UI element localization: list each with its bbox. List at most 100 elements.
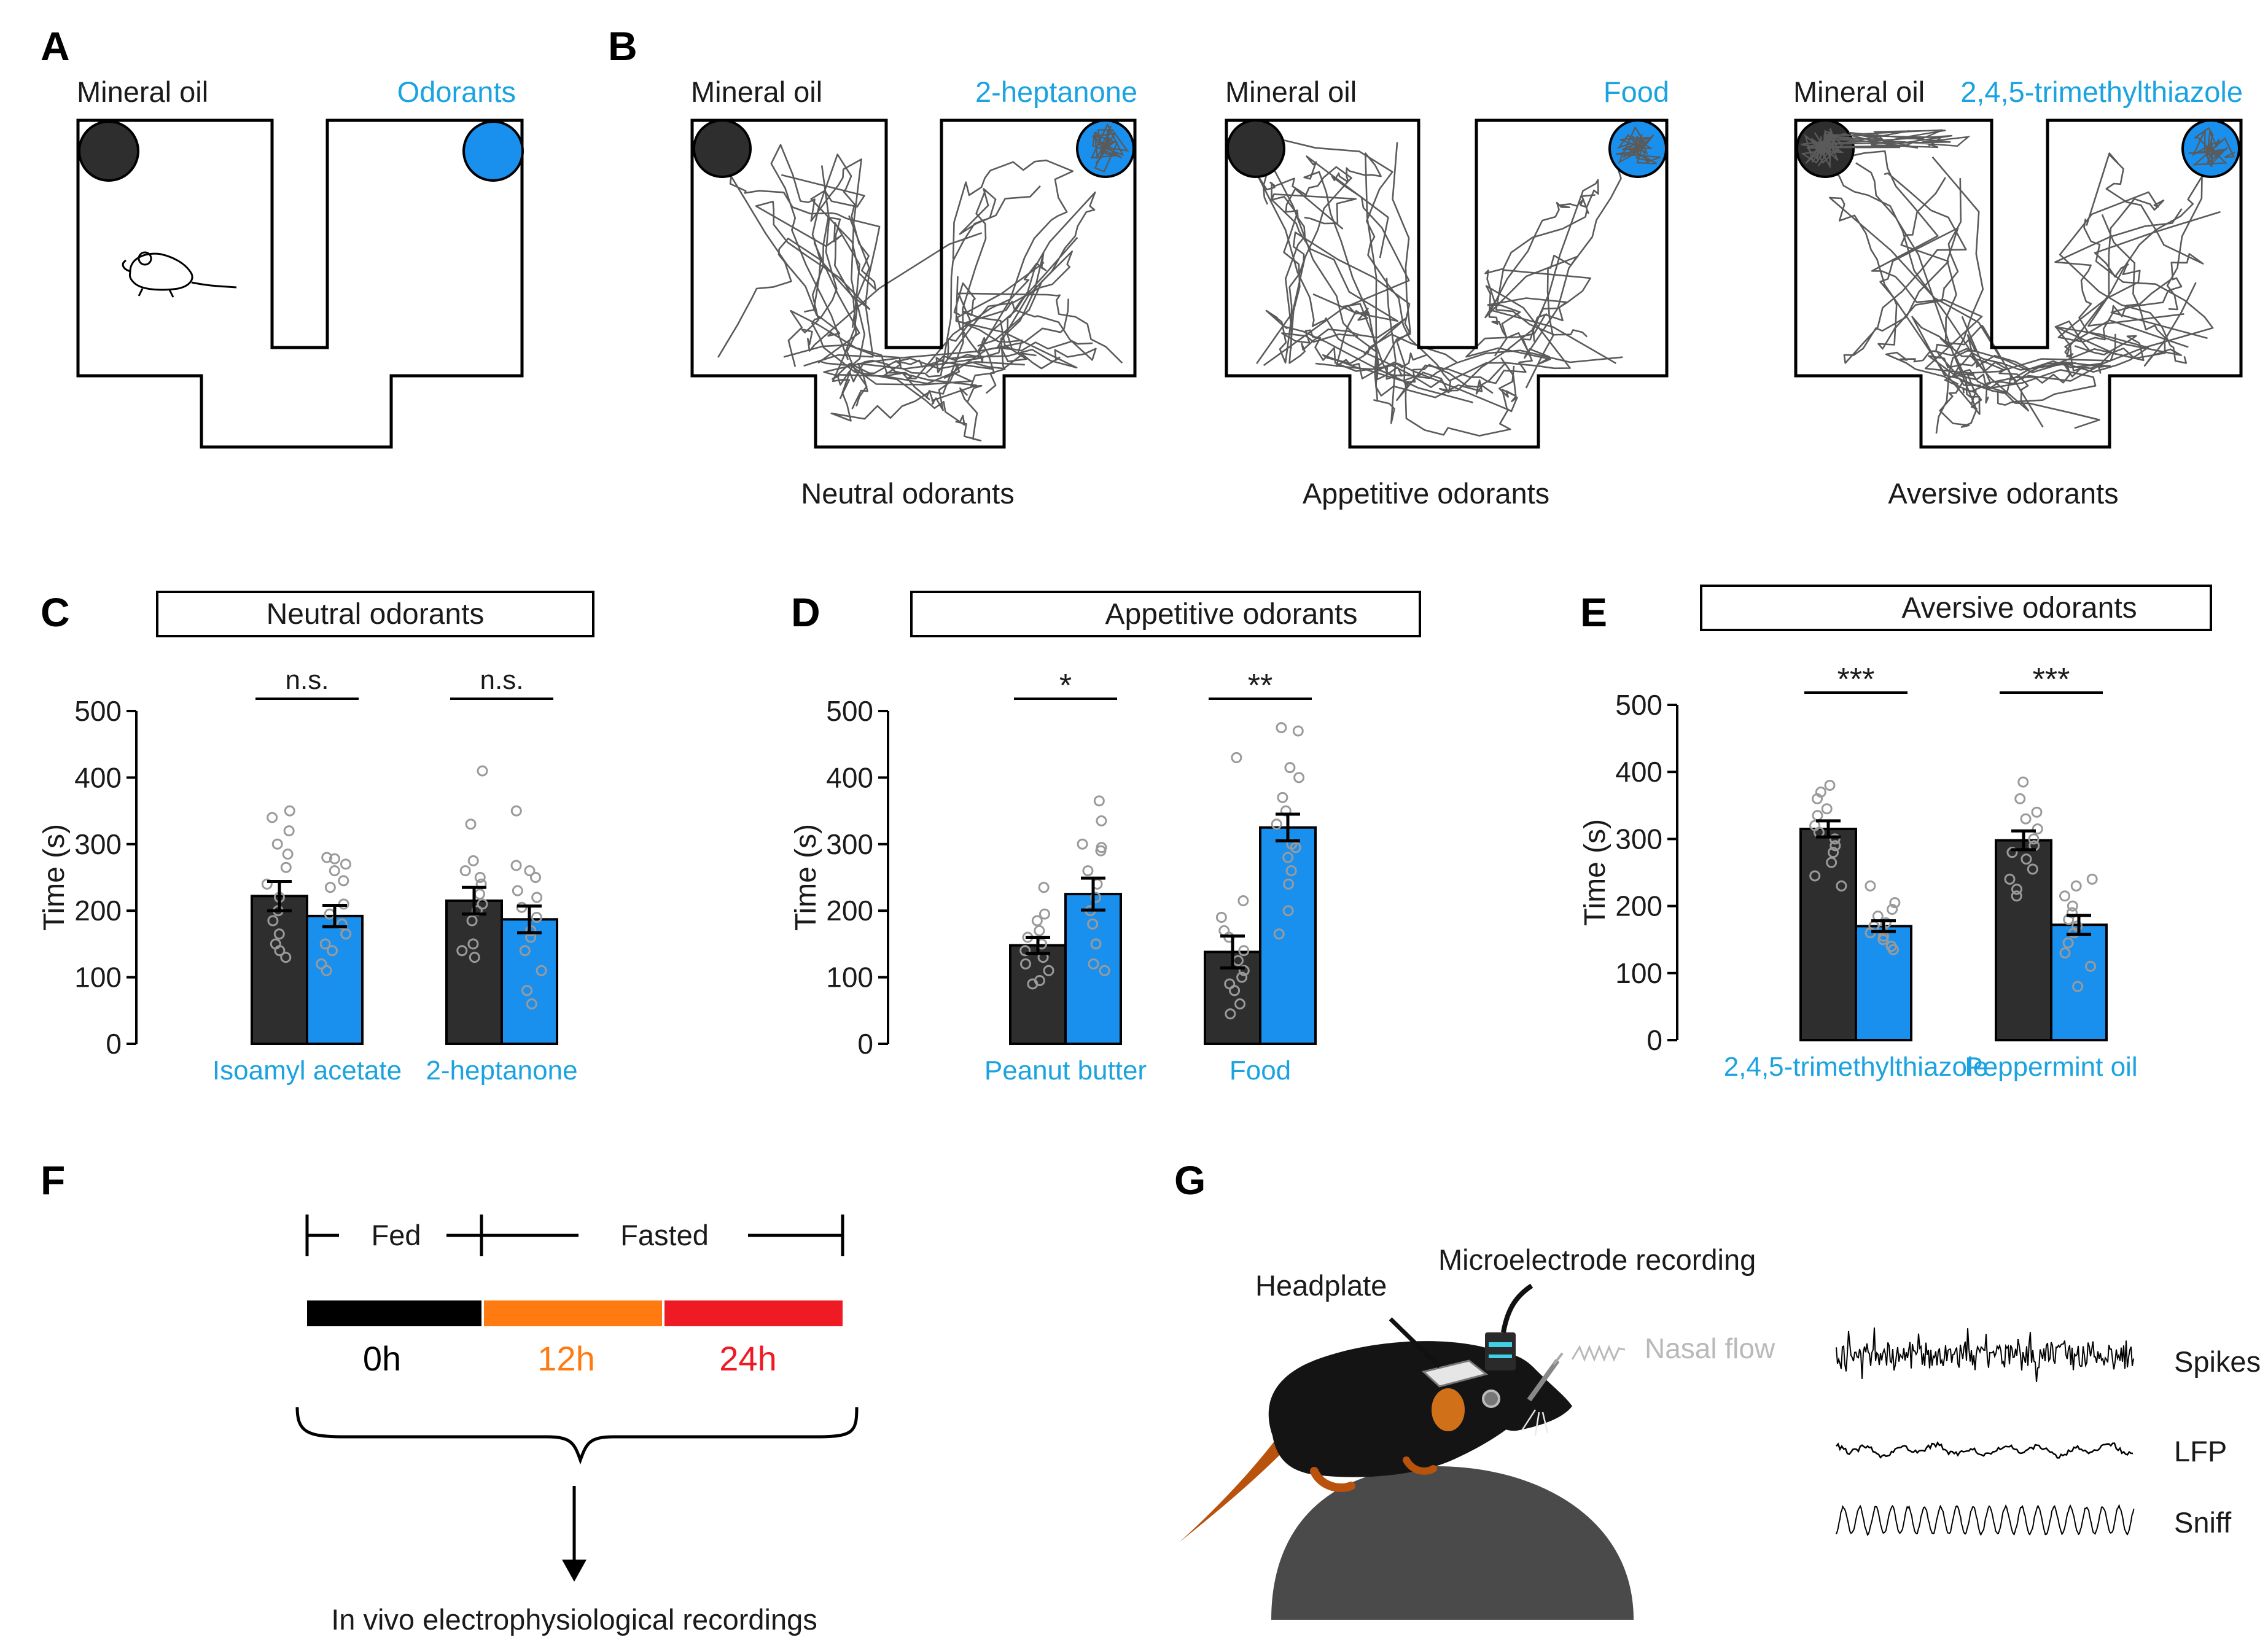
bar-24h	[664, 1300, 843, 1326]
chart-title: Appetitive odorants	[1105, 598, 1358, 631]
data-point	[1099, 965, 1110, 976]
y-axis-label: Time (s)	[790, 824, 822, 931]
data-point	[2017, 776, 2029, 788]
data-point	[474, 888, 486, 900]
panel-g: Nasal flow Headplate Microelectrode reco…	[1179, 1243, 2261, 1620]
maze-b3-caption: Aversive odorants	[1888, 477, 2118, 510]
group-brace	[295, 1407, 859, 1465]
spikes-waveform	[1836, 1327, 2134, 1382]
data-point	[1095, 845, 1107, 857]
data-point	[1836, 880, 1847, 892]
bar	[501, 918, 558, 1045]
data-point	[1087, 918, 1099, 930]
mouse-ear	[1428, 1385, 1468, 1435]
data-point	[477, 898, 488, 910]
data-point	[1027, 978, 1039, 990]
data-point	[1809, 870, 1821, 882]
maze-a-left-label: Mineral oil	[77, 76, 208, 108]
data-point	[474, 872, 486, 883]
maze-b1-left-label: Mineral oil	[691, 76, 822, 108]
chart-title-box	[1700, 585, 2212, 631]
data-point	[1830, 840, 1841, 852]
significance-label: *	[1059, 668, 1072, 704]
data-point	[274, 945, 286, 957]
data-point	[1096, 815, 1107, 826]
data-point	[2086, 873, 2098, 885]
data-point	[1812, 793, 1823, 804]
data-point	[329, 865, 340, 877]
data-point	[280, 861, 292, 873]
y-tick-label: 500	[74, 695, 122, 727]
y-tick-label: 400	[74, 761, 122, 793]
maze-neutral: Mineral oil 2-heptanone Neutral odorants	[690, 76, 1137, 510]
data-point	[1889, 897, 1901, 909]
data-point	[2027, 863, 2038, 875]
data-point	[261, 878, 273, 890]
data-point	[529, 872, 541, 883]
data-point	[1290, 842, 1301, 853]
data-point	[1293, 772, 1305, 783]
bar	[251, 895, 308, 1046]
label-24h: 24h	[719, 1339, 776, 1378]
data-point	[1090, 938, 1102, 950]
chart-title: Aversive odorants	[1901, 592, 2137, 624]
data-point	[1276, 722, 1287, 734]
data-point	[524, 865, 536, 877]
mineral-oil-well	[693, 119, 752, 178]
data-point	[1229, 985, 1241, 997]
spikes-trace	[1836, 1327, 2134, 1382]
y-axis-label: Time (s)	[1579, 819, 1611, 926]
odorant-well	[462, 120, 524, 182]
data-point	[1238, 965, 1250, 976]
panel-label-a: A	[41, 23, 70, 69]
trajectory-path	[946, 276, 1123, 369]
headplate	[1421, 1359, 1489, 1388]
lfp-waveform	[1836, 1441, 2134, 1459]
data-point	[1292, 725, 1304, 737]
maze-b1-caption: Neutral odorants	[801, 477, 1014, 510]
trajectory-path	[1877, 178, 1962, 350]
trajectory-path	[1271, 193, 1408, 364]
bar	[1259, 826, 1317, 1045]
hind-paw	[1310, 1467, 1355, 1492]
y-tick-label: 200	[1615, 890, 1662, 922]
data-point	[271, 838, 283, 850]
y-tick-label: 400	[826, 761, 873, 793]
lfp-label: LFP	[2174, 1435, 2227, 1467]
data-point	[1826, 857, 1837, 868]
well-trajectory	[1090, 123, 1129, 173]
chart-d: Appetitive odorants 0 100 200 300 400 500 Time …	[790, 591, 1421, 1086]
trajectory-path	[1256, 152, 1397, 424]
y-tick-label: 300	[826, 828, 873, 860]
trajectory-path	[2054, 208, 2197, 367]
maze-outline	[1225, 119, 1669, 449]
data-point	[1877, 934, 1889, 946]
data-point	[2070, 880, 2082, 892]
trajectory-path	[1846, 150, 2116, 374]
bar	[1009, 944, 1067, 1045]
data-point	[1277, 791, 1288, 803]
whiskers	[1521, 1409, 1549, 1436]
y-axis-label: Time (s)	[38, 824, 71, 931]
trajectory-path	[830, 189, 987, 422]
data-point	[2020, 813, 2032, 825]
well-trajectory	[1800, 126, 2235, 169]
bar	[1995, 839, 2052, 1041]
data-point	[1043, 965, 1054, 976]
data-point	[319, 938, 331, 950]
y-tick-label: 0	[106, 1028, 122, 1060]
trajectory-path	[783, 185, 1041, 378]
maze-b3-left-label: Mineral oil	[1793, 76, 1925, 108]
trajectory-path	[1322, 352, 1516, 410]
data-point	[510, 805, 522, 817]
trajectory-path	[2054, 214, 2166, 378]
well-scribble	[1090, 123, 1129, 173]
data-point	[280, 952, 292, 963]
data-point	[1038, 882, 1050, 893]
bar	[1799, 828, 1857, 1042]
maze-aversive: Mineral oil 2,4,5-trimethylthiazole Aver…	[1793, 76, 2243, 510]
data-point	[531, 892, 543, 903]
data-point	[1082, 865, 1094, 877]
trajectory-path	[781, 154, 877, 313]
data-point	[1020, 958, 1032, 970]
